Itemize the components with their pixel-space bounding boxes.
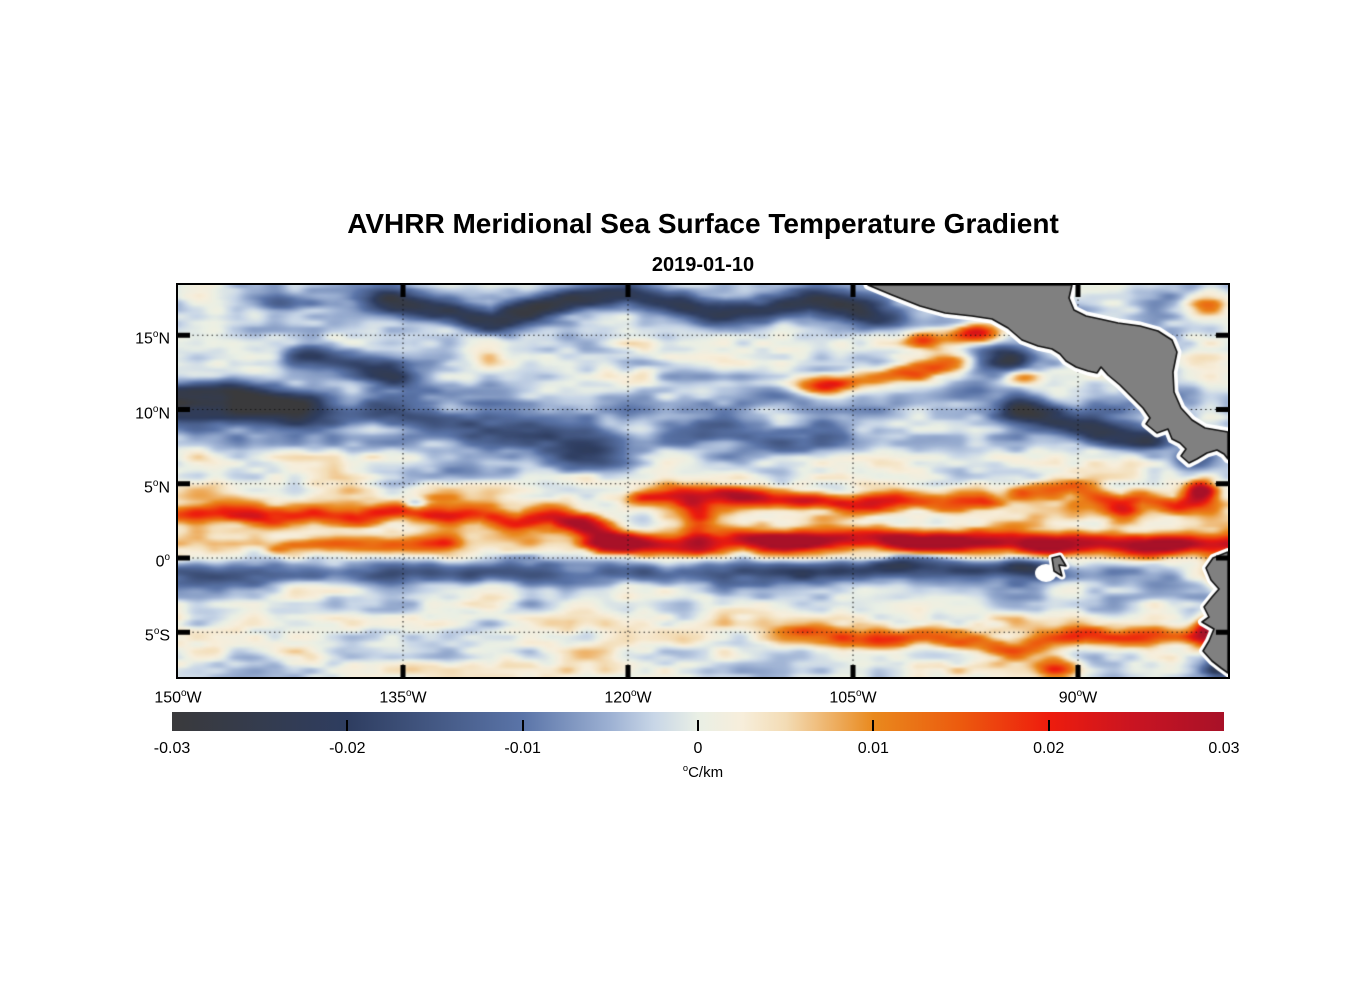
colorbar-tick-label: -0.02 — [329, 740, 366, 757]
colorbar-tick-label: -0.01 — [504, 740, 541, 757]
colorbar-tick-label: -0.03 — [153, 740, 191, 757]
colorbar-tick — [521, 720, 524, 731]
x-tick-label: 135oW — [379, 688, 427, 707]
y-tick-label: 10oN — [135, 403, 170, 422]
colorbar-tick-label: 0 — [693, 740, 703, 757]
chart-date: 2019-01-10 — [651, 254, 755, 276]
x-tick-label: 120oW — [604, 688, 652, 707]
colorbar-tick — [1047, 720, 1050, 731]
x-tick-label: 90oW — [1058, 688, 1098, 707]
colorbar-tick — [697, 720, 699, 731]
x-tick-label: 150oW — [154, 688, 202, 707]
colorbar-tick-label: 0.03 — [1208, 740, 1240, 757]
colorbar-unit-label: oC/km — [682, 763, 724, 781]
colorbar-tick-label: 0.01 — [857, 740, 889, 757]
colorbar-tick — [346, 720, 349, 731]
sst-gradient-heatmap — [178, 285, 1228, 677]
plot-border — [175, 282, 1230, 679]
colorbar-tick — [872, 720, 875, 731]
colorbar-tick-label: 0.02 — [1033, 740, 1065, 757]
colorbar — [172, 712, 1224, 731]
y-tick-label: 0o — [155, 552, 170, 571]
x-tick-label: 105oW — [829, 688, 877, 707]
y-tick-label: 5oN — [144, 477, 170, 497]
y-tick-label: 15oN — [135, 329, 170, 348]
y-tick-label: 5oS — [144, 626, 170, 645]
chart-title: AVHRR Meridional Sea Surface Temperature… — [347, 208, 1059, 239]
